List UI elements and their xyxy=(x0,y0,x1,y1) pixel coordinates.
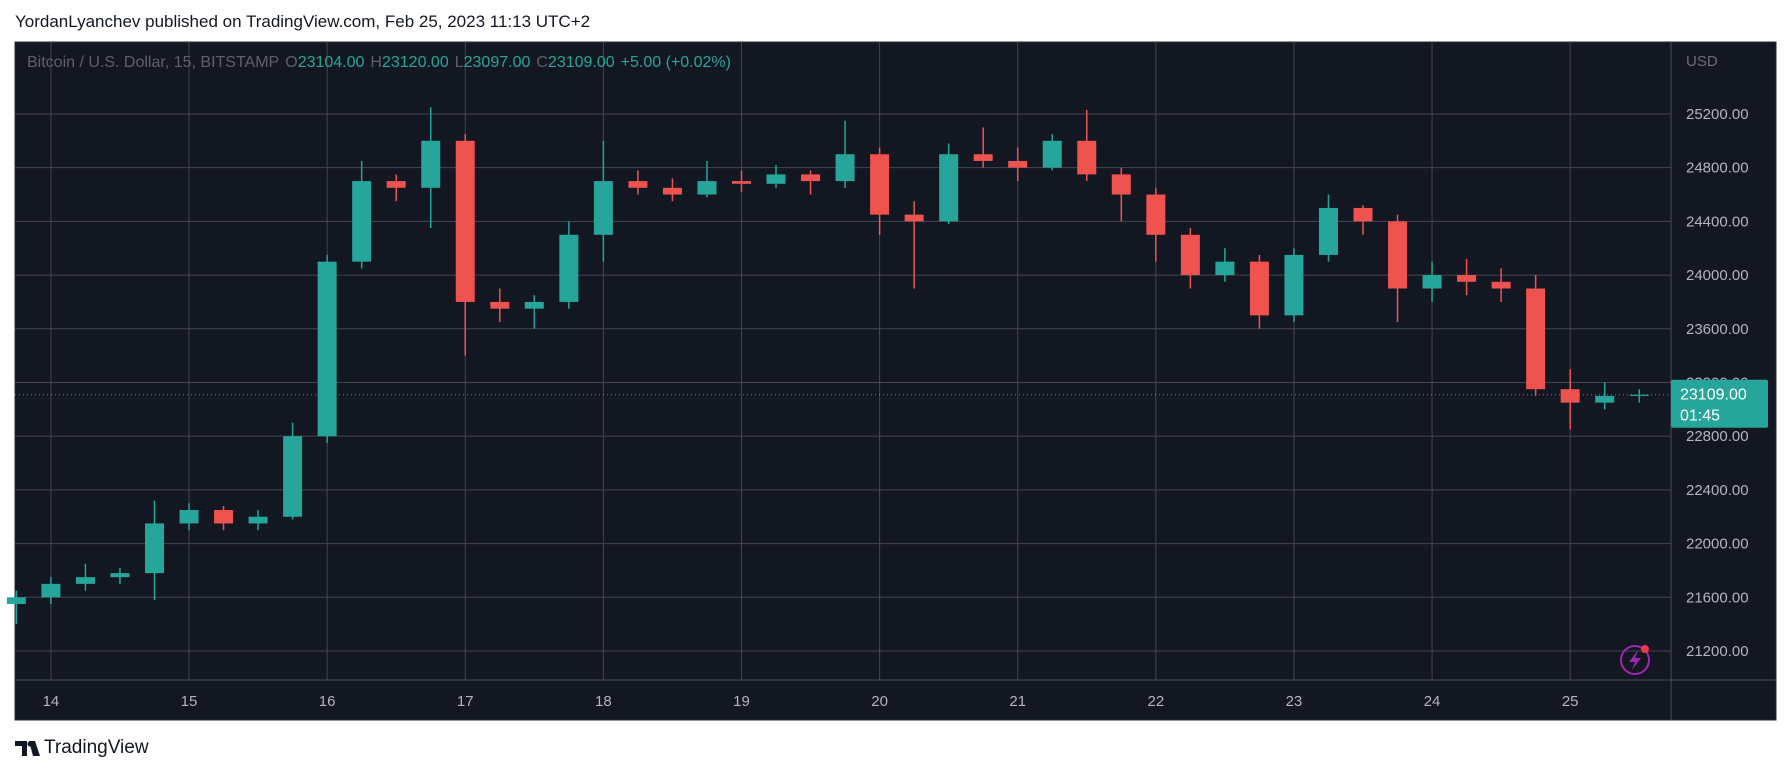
candle-body xyxy=(1180,234,1200,276)
candle-body xyxy=(1284,254,1304,316)
candle-body xyxy=(1042,140,1062,168)
ohlc-value: 23120.00 xyxy=(381,54,449,71)
ohlc-key: O xyxy=(285,54,298,71)
candle-body xyxy=(75,577,95,584)
candle-body xyxy=(662,187,682,195)
y-tick-label: 23600.00 xyxy=(1686,321,1749,338)
brand-logo xyxy=(15,741,40,756)
candle-body xyxy=(455,140,475,302)
candle-body xyxy=(697,181,717,195)
y-tick-label: 24000.00 xyxy=(1686,267,1749,284)
candle-body xyxy=(1215,261,1235,276)
candle-body xyxy=(145,523,164,574)
candle-body xyxy=(731,181,751,184)
alert-icon[interactable] xyxy=(1620,645,1650,675)
candle-body xyxy=(835,154,855,182)
x-tick-label: 22 xyxy=(1147,693,1164,710)
x-tick-label: 23 xyxy=(1286,693,1303,710)
ohlc-key: L xyxy=(454,54,464,71)
candle-body xyxy=(179,510,199,524)
candle-body xyxy=(904,214,924,222)
x-tick-label: 18 xyxy=(595,693,612,710)
candle-body xyxy=(1353,207,1373,222)
candle-body xyxy=(593,181,613,235)
candle-body xyxy=(801,174,821,182)
ohlc-key: H xyxy=(370,54,382,71)
candle-body xyxy=(1249,261,1269,316)
candle-body xyxy=(1560,389,1580,403)
x-tick-label: 19 xyxy=(733,693,750,710)
last-price-label: 23109.00 xyxy=(1680,387,1747,404)
y-tick-label: 24400.00 xyxy=(1686,213,1749,230)
candle-body xyxy=(559,234,579,302)
y-tick-label: 22800.00 xyxy=(1686,428,1749,445)
candles xyxy=(6,107,1671,625)
ohlc-value: 23104.00 xyxy=(297,54,365,71)
y-tick-label: 21200.00 xyxy=(1686,643,1749,660)
legend: Bitcoin / U.S. Dollar, 15, BITSTAMP O2310… xyxy=(27,54,737,72)
x-tick-label: 15 xyxy=(181,693,198,710)
last-price-tag xyxy=(1671,379,1768,428)
y-tick-label: 22000.00 xyxy=(1686,536,1749,553)
candle-body xyxy=(1008,160,1028,168)
candle-body xyxy=(524,301,544,309)
candle-body xyxy=(1595,395,1615,403)
candle-body xyxy=(421,140,441,188)
candle-body xyxy=(1077,140,1097,175)
candle-body xyxy=(870,154,890,215)
y-tick-label: 21600.00 xyxy=(1686,589,1749,606)
candle-body xyxy=(1388,221,1408,289)
symbol-name: Bitcoin / U.S. Dollar, 15, BITSTAMP xyxy=(27,54,280,71)
axes: 21200.00 21600.00 22000.00 22400.00 22800.00… xyxy=(43,106,1749,710)
candle-body xyxy=(214,510,234,524)
x-tick-label: 24 xyxy=(1424,693,1441,710)
x-tick-label: 17 xyxy=(457,693,474,710)
attribution: YordanLyanchev published on TradingView.… xyxy=(15,12,591,31)
candle-body xyxy=(1629,394,1649,396)
candle-body xyxy=(766,174,786,184)
candle-body xyxy=(1318,207,1338,255)
ohlc-key: C xyxy=(536,54,548,71)
candle-body xyxy=(1111,174,1131,195)
x-tick-label: 14 xyxy=(43,693,60,710)
candle-body xyxy=(41,583,61,598)
ohlc-value: 23097.00 xyxy=(463,54,531,71)
candle-body xyxy=(248,516,268,524)
y-tick-label: 25200.00 xyxy=(1686,106,1749,123)
candle-body xyxy=(317,261,337,437)
change-value: +5.00 (+0.02%) xyxy=(620,54,731,71)
x-tick-label: 25 xyxy=(1562,693,1579,710)
candle-body xyxy=(973,154,993,161)
brand: TradingView xyxy=(44,737,149,758)
candle-body xyxy=(1457,275,1477,282)
candle-body xyxy=(1422,275,1442,289)
countdown-label: 01:45 xyxy=(1680,408,1720,425)
candle-body xyxy=(1526,288,1546,390)
candle-body xyxy=(283,436,303,517)
chart-background xyxy=(14,41,1777,721)
candle-body xyxy=(386,181,406,188)
ohlc-value: 23109.00 xyxy=(547,54,615,71)
y-tick-label: 24800.00 xyxy=(1686,160,1749,177)
y-tick-label: 22400.00 xyxy=(1686,482,1749,499)
candle-body xyxy=(6,597,26,605)
candle-body xyxy=(490,301,510,309)
candle-body xyxy=(628,181,648,188)
candle-body xyxy=(352,181,372,262)
currency-label: USD xyxy=(1686,53,1718,70)
candle-body xyxy=(110,573,130,578)
x-tick-label: 16 xyxy=(319,693,336,710)
x-tick-label: 20 xyxy=(871,693,888,710)
candle-body xyxy=(1146,194,1166,235)
x-tick-label: 21 xyxy=(1009,693,1026,710)
candle-body xyxy=(1491,281,1511,289)
candle-body xyxy=(939,154,959,222)
